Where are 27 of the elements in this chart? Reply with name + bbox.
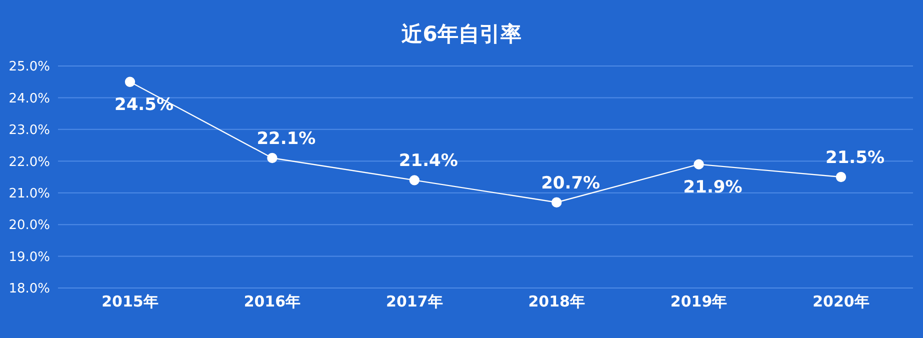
x-tick-label: 2015年: [102, 292, 158, 311]
point: [124, 76, 136, 87]
point: [267, 152, 278, 164]
point: [836, 172, 846, 182]
point: [409, 175, 420, 186]
x-tick-label: 2018年: [528, 292, 585, 311]
data-label: 20.7%: [541, 173, 600, 194]
x-tick-label: 2020年: [812, 292, 870, 311]
data-label: 24.5%: [114, 94, 174, 115]
x-tick-label: 2019年: [670, 292, 728, 311]
data-label: 21.4%: [398, 151, 458, 172]
data-label: 22.1%: [256, 128, 316, 149]
y-tick-label: 22.0%: [8, 154, 50, 170]
point: [694, 159, 704, 170]
data-label: 21.9%: [683, 177, 742, 198]
x-tick-label: 2017年: [386, 292, 443, 311]
y-tick-label: 25.0%: [8, 60, 50, 75]
point: [552, 197, 562, 208]
y-tick-label: 19.0%: [8, 250, 50, 265]
y-tick-label: 23.0%: [8, 123, 50, 138]
y-tick-label: 24.0%: [8, 91, 50, 106]
chart-title: 近6年自引率: [400, 21, 522, 48]
y-tick-label: 21.0%: [8, 186, 50, 202]
y-tick-label: 18.0%: [8, 282, 50, 297]
y-tick-label: 20.0%: [8, 218, 50, 234]
data-label: 21.5%: [826, 148, 884, 168]
x-tick-label: 2016年: [244, 292, 301, 311]
